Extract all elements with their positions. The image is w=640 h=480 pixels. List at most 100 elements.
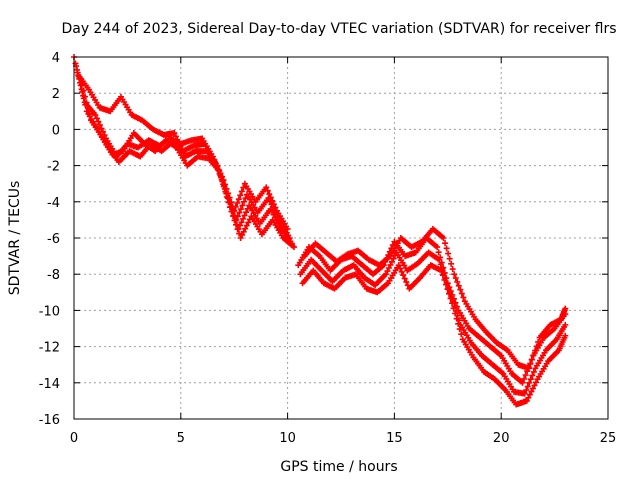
data-point-fill <box>457 286 464 293</box>
data-point-fill <box>237 192 244 199</box>
data-point-fill <box>238 219 245 226</box>
data-point-fill <box>86 111 93 118</box>
series-track-3 <box>75 72 295 247</box>
data-point-fill <box>80 87 87 94</box>
data-point-fill <box>454 278 461 285</box>
data-point-fill <box>530 352 537 359</box>
data-point <box>382 271 389 278</box>
data-point <box>525 365 532 372</box>
chart-title: Day 244 of 2023, Sidereal Day-to-day VTE… <box>61 21 616 37</box>
data-point-fill <box>390 255 397 262</box>
data-point <box>265 195 272 202</box>
data-point-fill <box>397 265 404 272</box>
data-point-fill <box>175 140 182 147</box>
data-point-fill <box>522 372 529 379</box>
data-point <box>92 111 99 118</box>
data-point-fill <box>442 240 449 247</box>
y-axis-label: SDTVAR / TECUs <box>7 181 23 296</box>
data-point-fill <box>400 272 407 279</box>
data-point <box>216 168 223 175</box>
data-point <box>562 305 569 312</box>
y-tick-label: -8 <box>47 268 60 283</box>
data-point-fill <box>458 331 465 338</box>
data-point-fill <box>242 225 249 232</box>
series-track-8 <box>301 225 569 372</box>
data-point <box>436 256 443 263</box>
data-point-fill <box>532 347 539 354</box>
data-point-fill <box>172 133 179 140</box>
data-point-fill <box>532 379 539 386</box>
data-point-fill <box>388 258 395 265</box>
data-point-fill <box>78 81 85 88</box>
data-point-fill <box>526 391 533 398</box>
data-point <box>440 235 447 241</box>
data-point-fill <box>229 213 236 220</box>
x-tick-label: 15 <box>386 431 403 446</box>
data-point-fill <box>452 310 459 317</box>
data-point-fill <box>236 209 243 216</box>
data-point <box>562 321 569 328</box>
data-point-fill <box>453 315 460 322</box>
y-tick-label: -10 <box>39 304 60 319</box>
y-tick-label: -12 <box>39 341 60 356</box>
data-point <box>523 397 530 404</box>
series-track-4 <box>77 75 298 251</box>
data-point-fill <box>450 305 457 312</box>
data-point <box>451 271 458 278</box>
data-point-fill <box>441 276 448 283</box>
data-point <box>171 130 178 137</box>
data-point-fill <box>236 230 243 237</box>
data-point <box>263 184 270 191</box>
data-point-fill <box>401 275 408 282</box>
data-point-fill <box>531 382 538 389</box>
data-point <box>395 262 402 269</box>
data-point-fill <box>384 268 391 275</box>
data-point-fill <box>529 372 536 379</box>
data-point-fill <box>521 375 528 382</box>
data-point <box>77 75 84 82</box>
data-point <box>291 244 298 251</box>
data-point <box>237 235 244 241</box>
data-point-fill <box>529 385 536 392</box>
y-tick-label: -16 <box>39 413 60 428</box>
data-point-fill <box>93 115 100 122</box>
y-tick-label: 0 <box>52 123 60 138</box>
data-point-fill <box>387 261 394 268</box>
data-point-fill <box>95 118 102 125</box>
data-point-fill <box>448 260 455 267</box>
data-point-fill <box>523 387 530 394</box>
data-point-fill <box>243 222 250 229</box>
data-point <box>519 379 526 386</box>
data-point-fill <box>398 268 405 275</box>
data-point-fill <box>239 202 246 209</box>
data-point-fill <box>240 198 247 205</box>
x-tick-label: 10 <box>279 431 296 446</box>
data-point-fill <box>437 261 444 268</box>
data-point-fill <box>447 295 454 302</box>
data-point-fill <box>460 294 467 301</box>
data-point-fill <box>240 184 247 191</box>
data-point-fill <box>446 290 453 297</box>
data-point-fill <box>455 320 462 327</box>
data-point-fill <box>242 195 249 202</box>
x-axis-label: GPS time / hours <box>280 459 397 475</box>
y-tick-label: -14 <box>39 377 60 392</box>
data-point-fill <box>234 200 241 207</box>
data-point-fill <box>238 188 245 195</box>
data-point-fill <box>525 394 532 401</box>
data-point-fill <box>527 360 534 367</box>
data-point <box>449 300 456 307</box>
data-point-fill <box>228 208 235 215</box>
data-point-fill <box>240 228 247 235</box>
data-point-fill <box>234 226 241 233</box>
data-point-fill <box>266 191 273 198</box>
data-point-fill <box>98 125 105 132</box>
x-tick-label: 25 <box>600 431 617 446</box>
data-point <box>226 204 233 211</box>
data-point-fill <box>239 231 246 238</box>
series-track-7 <box>299 262 569 408</box>
data-point-fill <box>530 368 537 375</box>
data-point-fill <box>243 209 250 216</box>
y-tick-label: -4 <box>47 196 60 211</box>
